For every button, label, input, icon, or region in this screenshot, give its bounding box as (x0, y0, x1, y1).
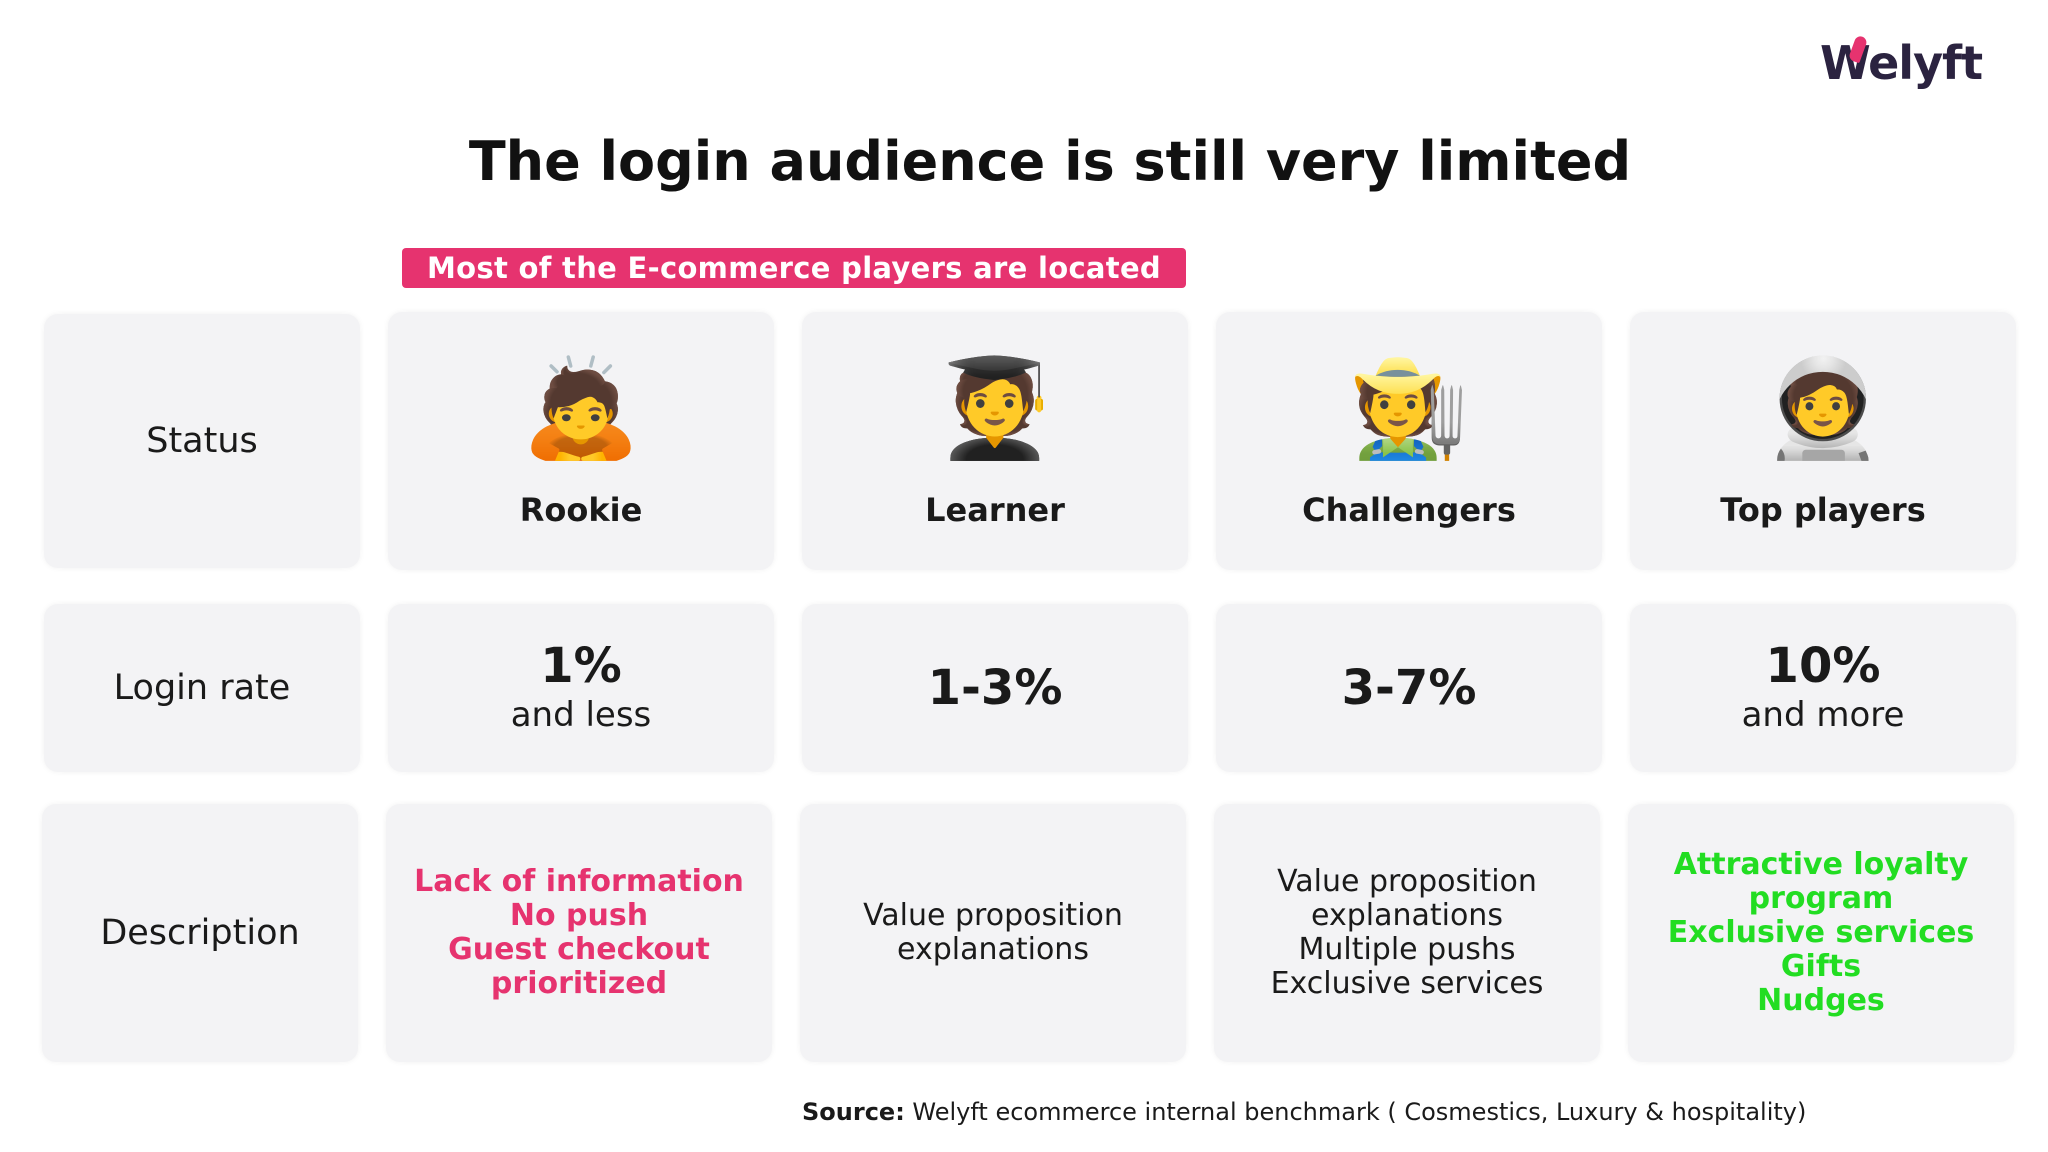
description-text: Attractive loyalty program Exclusive ser… (1668, 848, 1975, 1018)
desc-card-top-players: Attractive loyalty program Exclusive ser… (1628, 804, 2014, 1062)
source-label: Source: (802, 1098, 905, 1126)
astronaut-icon: 🧑‍🚀 (1763, 352, 1883, 464)
page-title: The login audience is still very limited (468, 130, 1632, 193)
rate-qualifier: and less (510, 695, 652, 735)
source-text: Welyft ecommerce internal benchmark ( Co… (904, 1098, 1807, 1126)
description-line: Exclusive services (1667, 915, 1975, 950)
description-line: Gifts (1780, 949, 1862, 984)
status-name: Top players (1720, 491, 1926, 529)
description-text: Lack of information No push Guest checko… (414, 865, 744, 1001)
farmer-icon: 🧑‍🌾 (1349, 352, 1469, 464)
rate-card-top-players: 10% and more (1630, 604, 2016, 772)
status-name: Learner (925, 491, 1065, 529)
rate-value: 1-3% (927, 660, 1063, 716)
status-name: Challengers (1302, 491, 1516, 529)
description-line: Attractive loyalty (1673, 847, 1969, 882)
desc-card-learner: Value proposition explanations (800, 804, 1186, 1062)
status-card-learner: 🧑‍🎓 Learner (802, 312, 1188, 570)
highlight-banner: Most of the E-commerce players are locat… (402, 248, 1186, 325)
desc-card-rookie: Lack of information No push Guest checko… (386, 804, 772, 1062)
description-text: Value proposition explanations (863, 899, 1123, 967)
row-label-description: Description (42, 804, 358, 1062)
description-line: Nudges (1757, 983, 1885, 1018)
status-card-challengers: 🧑‍🌾 Challengers (1216, 312, 1602, 570)
row-label-status: Status (44, 314, 360, 568)
description-line: Value proposition (863, 898, 1123, 933)
status-card-rookie: 🙇 Rookie (388, 312, 774, 570)
rate-value: 1% (540, 638, 622, 694)
description-text: Value proposition explanations Multiple … (1271, 865, 1544, 1001)
description-line: Multiple pushs (1298, 932, 1516, 967)
description-line: explanations (1311, 898, 1503, 933)
row-label-status-text: Status (146, 421, 258, 461)
rate-card-learner: 1-3% (802, 604, 1188, 772)
logo-text: Welyft (1820, 36, 1983, 90)
description-line: explanations (897, 932, 1089, 967)
description-line: Lack of information (414, 864, 744, 899)
source-note: Source: Welyft ecommerce internal benchm… (802, 1098, 1806, 1126)
description-line: Value proposition (1277, 864, 1537, 899)
description-line: No push (509, 898, 649, 933)
rate-card-challengers: 3-7% (1216, 604, 1602, 772)
rate-value: 10% (1765, 638, 1881, 694)
description-line: Exclusive services (1270, 966, 1544, 1001)
person-bowing-icon: 🙇 (521, 352, 641, 464)
rate-qualifier: and more (1741, 695, 1905, 735)
status-name: Rookie (519, 491, 643, 529)
row-label-login-rate-text: Login rate (113, 668, 291, 708)
description-line: program (1748, 881, 1894, 916)
row-label-description-text: Description (100, 913, 300, 953)
row-label-login-rate: Login rate (44, 604, 360, 772)
description-line: Guest checkout (448, 932, 710, 967)
student-icon: 🧑‍🎓 (935, 352, 1055, 464)
rate-card-rookie: 1% and less (388, 604, 774, 772)
desc-card-challengers: Value proposition explanations Multiple … (1214, 804, 1600, 1062)
status-card-top-players: 🧑‍🚀 Top players (1630, 312, 2016, 570)
welyft-logo: Welyft (1820, 28, 1983, 98)
rate-value: 3-7% (1341, 660, 1477, 716)
description-line: prioritized (490, 966, 668, 1001)
